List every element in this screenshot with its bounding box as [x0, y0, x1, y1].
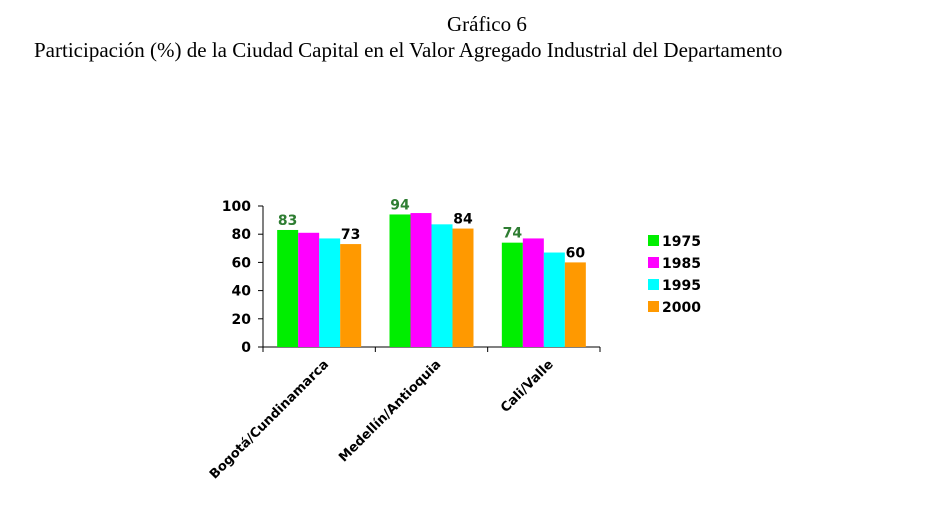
- legend-swatch: [648, 279, 659, 290]
- bar: [319, 238, 341, 347]
- y-tick-label: 100: [222, 199, 251, 215]
- bar: [543, 252, 565, 347]
- y-tick-label: 20: [232, 312, 252, 328]
- data-label: 83: [278, 213, 297, 229]
- legend: 1975 1985 1995 2000: [648, 234, 701, 316]
- bar: [340, 244, 362, 347]
- figure-number: Gráfico 6: [447, 12, 527, 36]
- legend-label: 1985: [662, 256, 701, 272]
- legend-swatch: [648, 257, 659, 268]
- data-label: 73: [341, 227, 360, 243]
- chart-title: Participación (%) de la Ciudad Capital e…: [34, 38, 783, 62]
- bar: [277, 229, 299, 347]
- legend-swatch: [648, 301, 659, 312]
- legend-label: 1995: [662, 278, 701, 294]
- bar: [431, 224, 453, 347]
- y-tick-label: 80: [232, 227, 252, 243]
- data-label: 74: [503, 226, 523, 242]
- axes: 0 20 40 60 80 100: [222, 199, 601, 356]
- category-labels: Bogotá/Cundinamarca Medellín/Antioquia Cal…: [207, 357, 557, 482]
- y-tick-label: 60: [232, 255, 252, 271]
- bar: [298, 232, 320, 347]
- bars: [277, 213, 586, 347]
- legend-swatch: [648, 235, 659, 246]
- category-label: Medellín/Antioquia: [336, 357, 444, 465]
- bar: [522, 238, 544, 347]
- category-label: Bogotá/Cundinamarca: [207, 357, 332, 482]
- data-label: 84: [453, 212, 473, 228]
- data-label: 94: [390, 197, 410, 213]
- bar: [410, 213, 432, 347]
- y-tick-label: 0: [241, 340, 251, 356]
- category-label: Cali/Valle: [498, 357, 557, 416]
- y-tick-label: 40: [232, 284, 252, 300]
- bar: [389, 214, 411, 347]
- data-label: 60: [566, 245, 586, 261]
- bar: [564, 262, 586, 347]
- data-labels: 83 73 94 84 74 60: [278, 197, 585, 261]
- bar: [452, 228, 474, 347]
- legend-label: 1975: [662, 234, 701, 250]
- bar: [501, 242, 523, 347]
- legend-label: 2000: [662, 300, 701, 316]
